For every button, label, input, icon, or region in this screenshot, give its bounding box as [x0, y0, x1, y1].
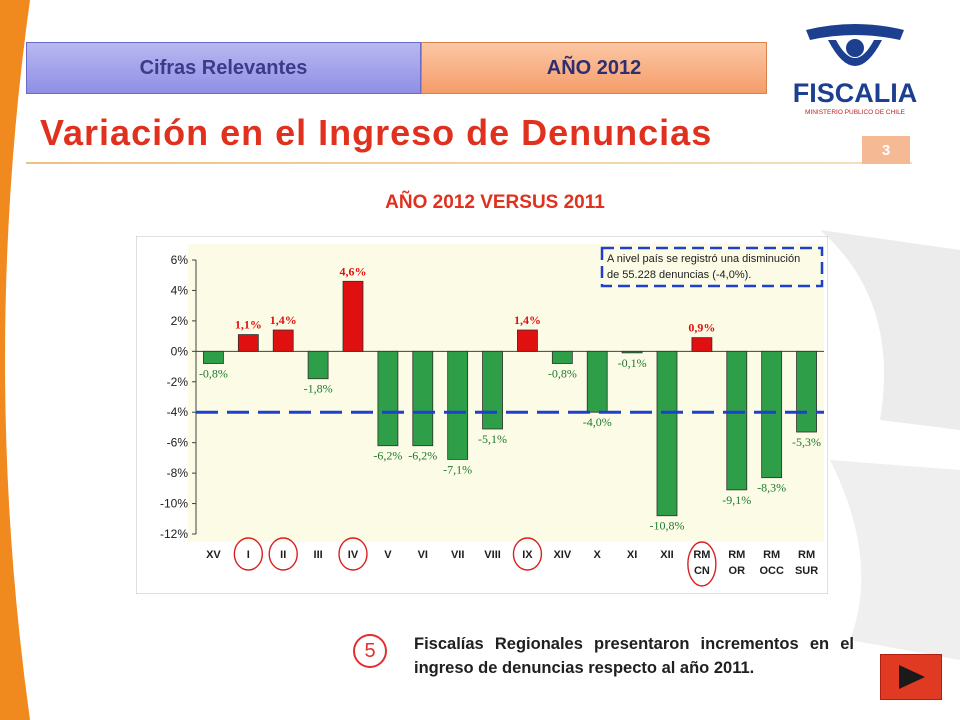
value-label: -0,8% — [548, 367, 577, 381]
category-label: RM — [693, 549, 710, 561]
bars — [203, 280, 817, 517]
y-tick-label: -8% — [167, 466, 189, 480]
highlight-circle — [687, 541, 717, 587]
category-label: RM — [798, 549, 815, 561]
count-badge: 5 — [353, 634, 387, 668]
value-label: -9,1% — [722, 493, 751, 507]
bar-rm-occ — [761, 350, 783, 479]
value-label: 1,4% — [514, 313, 541, 327]
y-tick-label: -6% — [167, 436, 189, 450]
next-slide-button[interactable] — [880, 654, 942, 700]
bar-v — [377, 350, 399, 447]
bar-iii — [307, 350, 329, 380]
category-label: SUR — [795, 565, 818, 577]
y-tick-label: -4% — [167, 405, 189, 419]
y-tick-label: 4% — [171, 283, 189, 297]
fiscalia-logo: FISCALIA MINISTERIO PUBLICO DE CHILE — [793, 24, 918, 116]
annotation-box: A nivel país se registró una disminución… — [600, 246, 824, 288]
x-axis-labels: XV I II III IV V VI VII VIII IX XIV X XI XII RMCNRMORR… — [206, 537, 818, 587]
value-label: -4,0% — [583, 415, 612, 429]
value-label: -0,8% — [199, 367, 228, 381]
chart-subtitle: AÑO 2012 VERSUS 2011 — [385, 192, 605, 213]
category-label: IV — [348, 549, 359, 561]
category-label: OR — [729, 565, 746, 577]
page-title: Variación en el Ingreso de Denuncias — [40, 112, 713, 153]
highlight-circle — [338, 537, 368, 571]
footer-note: Fiscalías Regionales presentaron increme… — [414, 635, 854, 677]
highlight-circle — [512, 537, 543, 571]
bar-xii — [656, 350, 678, 517]
value-label: -8,3% — [757, 481, 786, 495]
title-divider — [26, 162, 912, 164]
category-label: VIII — [484, 549, 501, 561]
bar-x — [586, 350, 608, 413]
value-label: -6,2% — [373, 449, 402, 463]
bar-viii — [482, 350, 503, 430]
y-tick-label: 2% — [171, 314, 189, 328]
value-label: 4,6% — [340, 264, 367, 278]
category-label: II — [280, 549, 286, 561]
value-label: 1,1% — [235, 318, 262, 332]
category-label: XIV — [553, 549, 571, 561]
value-label: -10,8% — [650, 519, 685, 533]
bar-rm-or — [726, 350, 748, 491]
tab-year[interactable]: AÑO 2012 — [421, 42, 767, 94]
category-label: XI — [627, 549, 637, 561]
bar-ii — [272, 329, 294, 352]
category-label: V — [384, 549, 392, 561]
orange-side-arc — [0, 0, 30, 720]
highlight-circle — [233, 537, 264, 571]
value-label: 0,9% — [688, 321, 715, 335]
value-label: -6,2% — [408, 449, 437, 463]
bar-rm-cn — [691, 337, 713, 352]
bar-vi — [412, 350, 434, 447]
category-label: CN — [694, 565, 710, 577]
category-label: XV — [206, 549, 221, 561]
annotation-line-2: de 55.228 denuncias (-4,0%). — [607, 269, 751, 281]
y-tick-label: 6% — [171, 253, 189, 267]
category-label: VII — [451, 549, 464, 561]
category-label: VI — [418, 549, 428, 561]
bar-xv — [203, 350, 224, 364]
bar-rm-sur — [796, 350, 817, 433]
category-label: OCC — [759, 565, 784, 577]
y-tick-label: -12% — [160, 527, 188, 541]
logo-subtitle: MINISTERIO PUBLICO DE CHILE — [805, 109, 906, 116]
page-number: 3 — [862, 136, 910, 164]
value-label: -5,1% — [478, 432, 507, 446]
value-label: -5,3% — [792, 435, 821, 449]
bar-ix — [517, 329, 538, 352]
y-tick-label: -10% — [160, 497, 188, 511]
category-label: IX — [522, 549, 533, 561]
bar-vii — [447, 350, 469, 460]
highlight-circle — [268, 537, 298, 571]
y-tick-label: -2% — [167, 375, 189, 389]
logo-name: FISCALIA — [793, 78, 918, 108]
value-label: -0,1% — [618, 356, 647, 370]
tab-cifras-relevantes[interactable]: Cifras Relevantes — [26, 42, 421, 94]
value-label: 1,4% — [270, 313, 297, 327]
bar-iv — [342, 280, 364, 352]
y-axis: 6% 4% 2% 0% -2% -4% -6% -8% -10% -12% — [160, 253, 824, 541]
value-label: -1,8% — [304, 382, 333, 396]
category-label: I — [247, 549, 250, 561]
category-label: X — [594, 549, 602, 561]
bar-xi — [621, 350, 643, 354]
y-tick-label: 0% — [171, 344, 189, 358]
category-label: RM — [728, 549, 745, 561]
value-label: -7,1% — [443, 462, 472, 476]
play-next-icon — [899, 665, 925, 689]
category-label: XII — [660, 549, 673, 561]
bar-xiv — [551, 350, 573, 364]
category-label: III — [314, 549, 323, 561]
bar-i — [237, 334, 259, 352]
value-labels: -0,8% 1,1% 1,4% -1,8% 4,6% -6,2% -6,2% -7,1% -5,… — [199, 264, 821, 532]
category-label: RM — [763, 549, 780, 561]
annotation-line-1: A nivel país se registró una disminución — [607, 253, 800, 265]
variation-bar-chart: 6% 4% 2% 0% -2% -4% -6% -8% -10% -12% -0,8% 1,1% 1,… — [136, 236, 828, 594]
plot-area — [188, 244, 824, 542]
